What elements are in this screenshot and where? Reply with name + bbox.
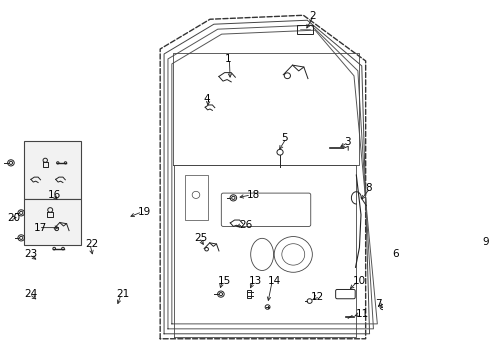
Bar bbox=[297, 25, 313, 34]
Text: 15: 15 bbox=[218, 276, 231, 286]
Text: 8: 8 bbox=[366, 183, 372, 193]
Bar bbox=[185, 175, 208, 220]
Text: 5: 5 bbox=[282, 133, 288, 143]
Bar bbox=[474, 251, 478, 267]
Text: 18: 18 bbox=[246, 190, 260, 200]
Text: 19: 19 bbox=[138, 207, 151, 217]
Bar bbox=[386, 264, 392, 271]
Text: 7: 7 bbox=[375, 299, 382, 309]
Bar bbox=[393, 264, 399, 271]
Text: 25: 25 bbox=[195, 233, 208, 243]
Text: 9: 9 bbox=[483, 237, 489, 247]
Text: 6: 6 bbox=[392, 249, 399, 260]
Text: 10: 10 bbox=[353, 276, 367, 286]
Text: 4: 4 bbox=[204, 94, 210, 104]
Bar bbox=[474, 263, 486, 267]
Text: 3: 3 bbox=[344, 137, 350, 147]
Text: 2: 2 bbox=[309, 11, 316, 21]
Text: 26: 26 bbox=[239, 220, 252, 230]
Text: 23: 23 bbox=[24, 249, 38, 260]
Text: 24: 24 bbox=[24, 289, 38, 299]
Bar bbox=[24, 199, 81, 245]
Text: 11: 11 bbox=[356, 309, 369, 319]
Text: 1: 1 bbox=[225, 54, 231, 64]
Text: 13: 13 bbox=[249, 276, 262, 286]
Bar bbox=[24, 141, 81, 199]
Text: 17: 17 bbox=[34, 222, 48, 233]
Text: 16: 16 bbox=[48, 190, 61, 200]
Text: 14: 14 bbox=[268, 276, 281, 286]
Bar bbox=[246, 290, 251, 298]
Text: 22: 22 bbox=[85, 239, 98, 249]
Text: 21: 21 bbox=[117, 289, 130, 299]
Text: 20: 20 bbox=[8, 213, 21, 223]
Bar bbox=[383, 260, 402, 275]
Text: 12: 12 bbox=[311, 292, 324, 302]
